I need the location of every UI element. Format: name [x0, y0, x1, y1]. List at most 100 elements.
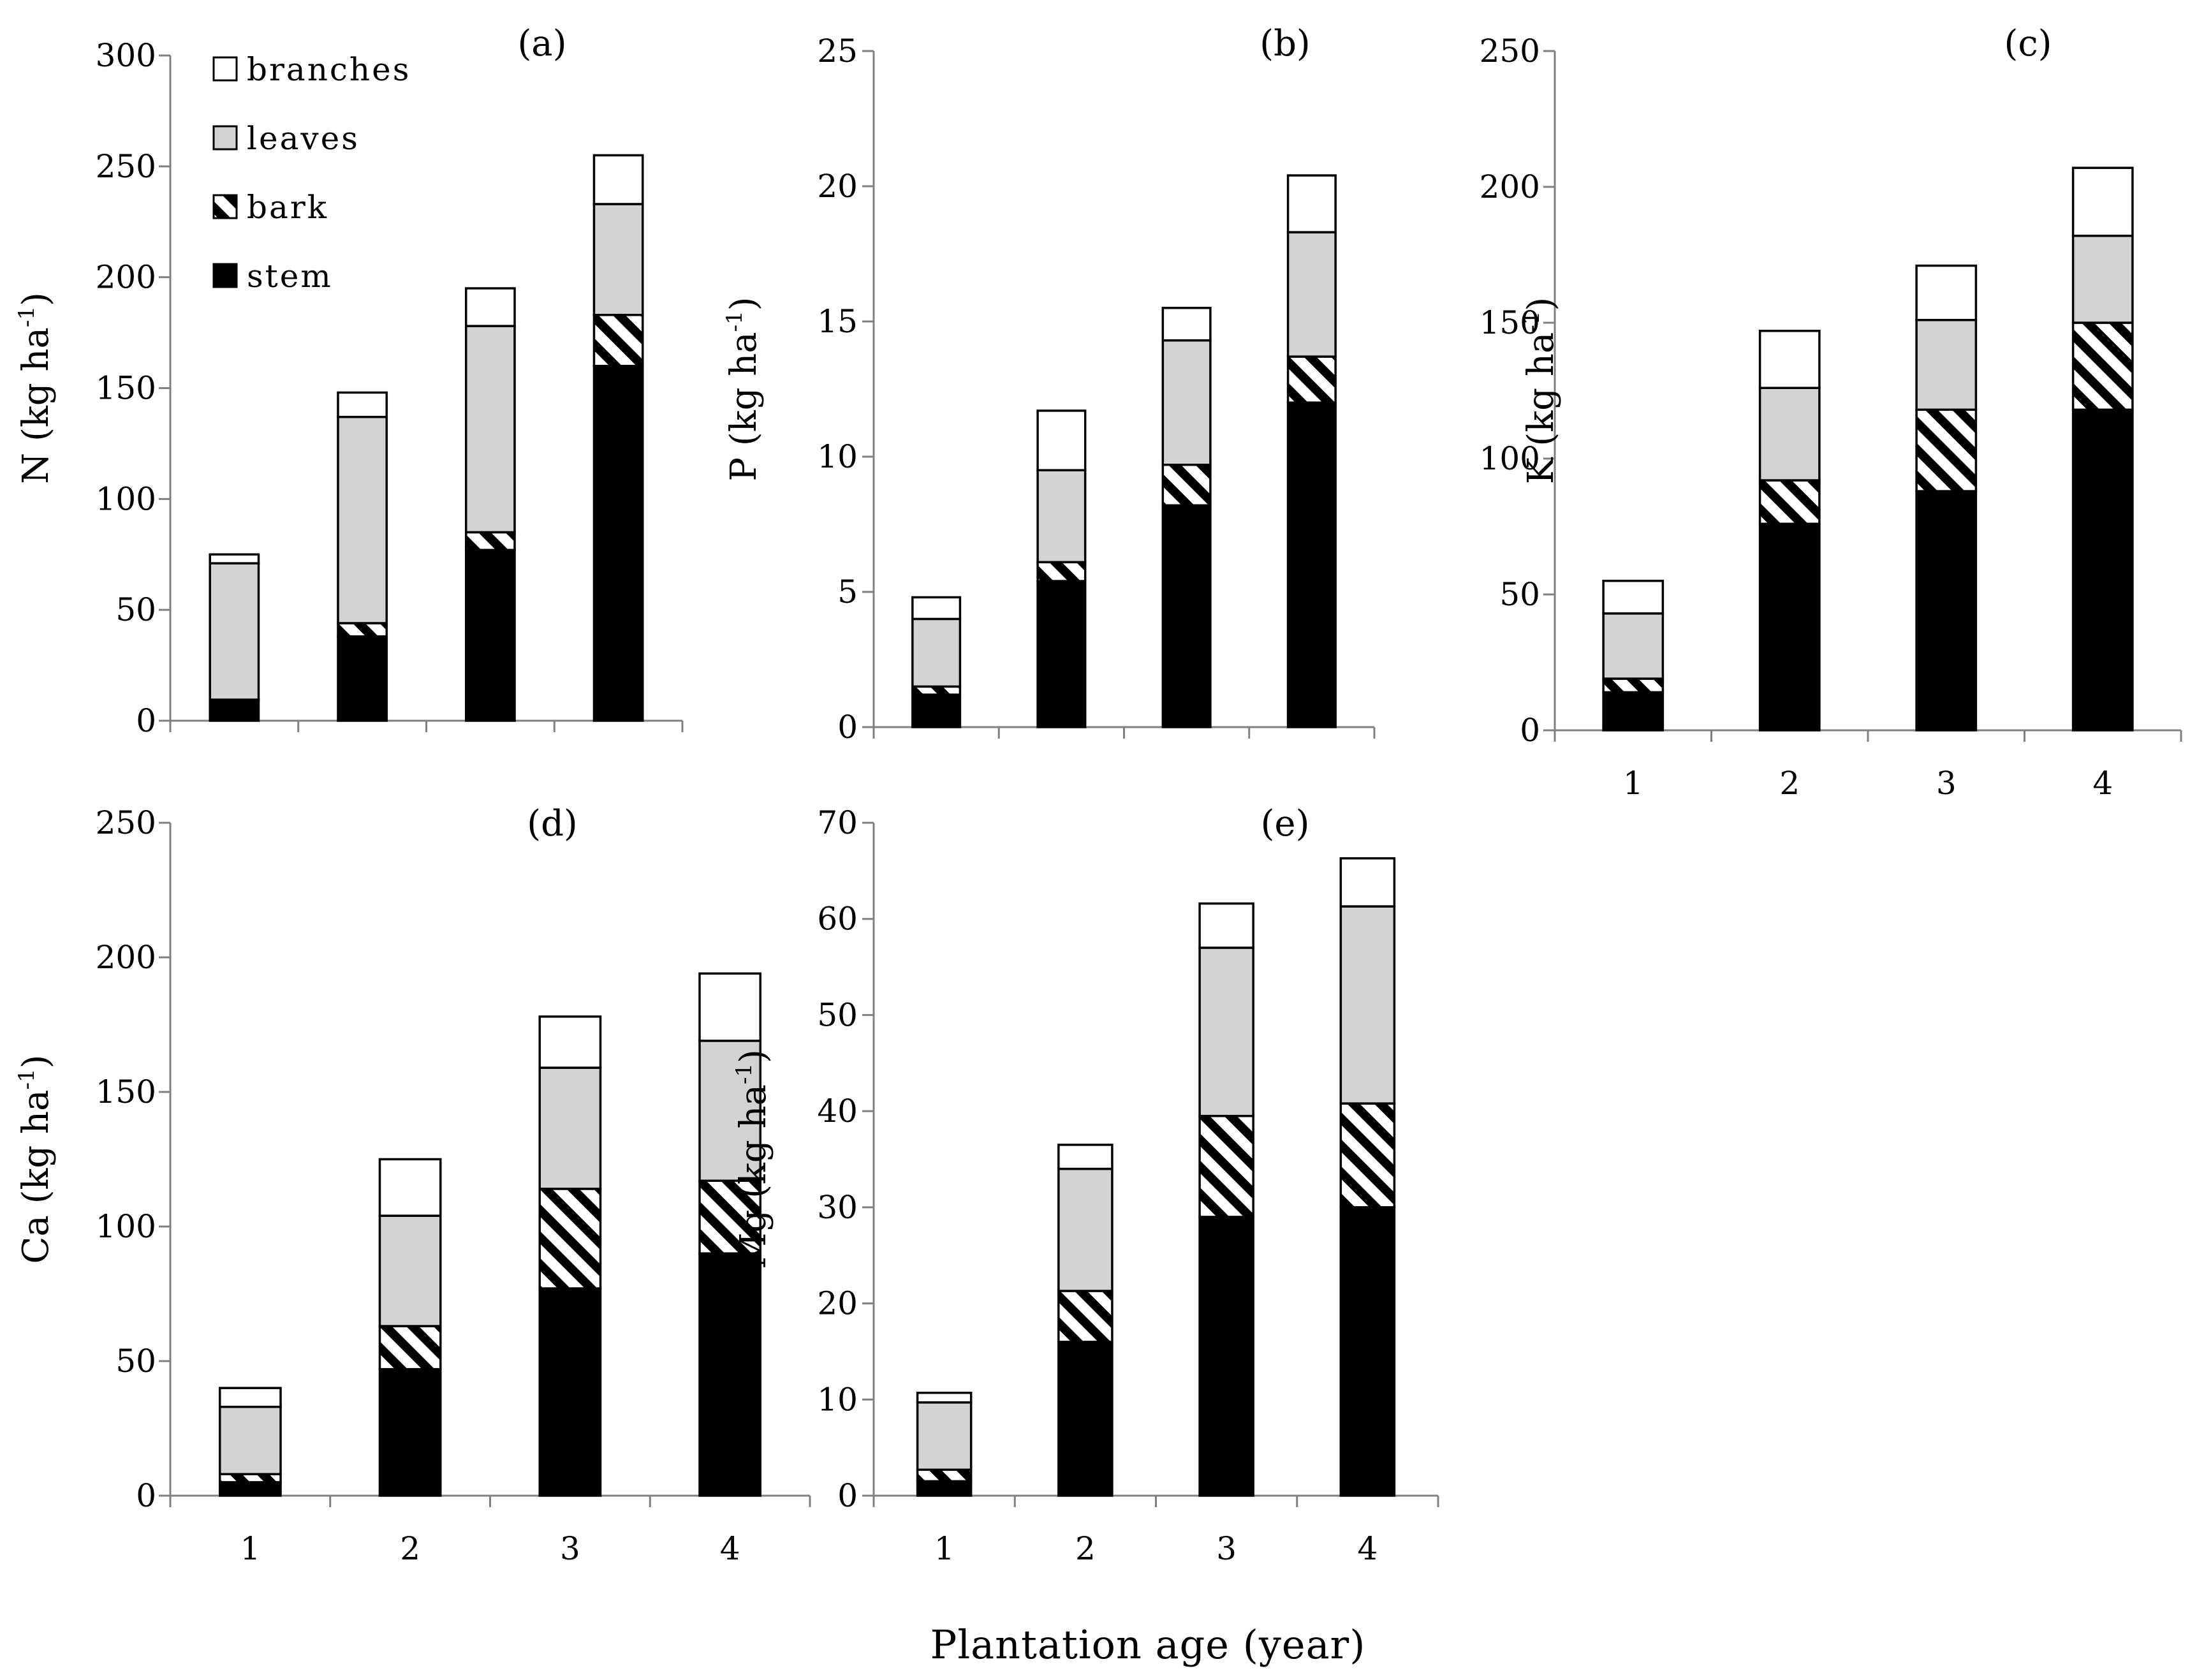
y-tick-label: 200	[96, 259, 156, 296]
bar-segment-bark	[1036, 561, 1087, 582]
bar-segment-bark	[1915, 408, 1978, 492]
bar-segment-stem	[337, 635, 388, 722]
y-tick-label: 20	[817, 1285, 858, 1322]
y-tick-label: 100	[96, 1208, 156, 1245]
x-tick-label: 3	[1936, 765, 1957, 802]
legend: branches leaves bark stem	[212, 51, 411, 295]
legend-item-leaves: leaves	[212, 120, 360, 157]
y-tick-label: 0	[837, 709, 858, 746]
bar-segment-leaves	[1758, 387, 1821, 482]
stacked-bar-3	[538, 1015, 602, 1497]
y-tick-label: 50	[115, 591, 156, 628]
legend-label: bark	[247, 189, 328, 226]
x-tick-label: 4	[2092, 765, 2113, 802]
bar-segment-stem	[1161, 504, 1212, 728]
bar-segment-stem	[1339, 1206, 1396, 1497]
bar-segment-stem	[1915, 490, 1978, 732]
y-tick-label: 0	[837, 1477, 858, 1514]
bar-segment-bark	[911, 685, 962, 696]
bar-segment-stem	[218, 1481, 282, 1497]
stacked-bar-2	[1057, 1144, 1113, 1497]
y-tick-label: 150	[96, 1073, 156, 1110]
stacked-bar-3	[464, 287, 516, 722]
y-tick-label: 250	[1480, 33, 1540, 70]
y-tick-label: 0	[136, 702, 156, 739]
y-tick-label: 15	[817, 303, 858, 340]
legend-item-bark: bark	[212, 189, 328, 226]
bar-segment-leaves	[1161, 339, 1212, 466]
x-tick-label: 1	[1623, 765, 1643, 802]
bar-segment-branches	[209, 553, 260, 564]
stacked-bar-3	[1915, 264, 1978, 732]
bar-segment-stem	[378, 1367, 442, 1497]
y-axis-title: Ca (kg ha-1)	[14, 1055, 57, 1264]
y-tick-label: 30	[817, 1189, 858, 1226]
y-tick-label: 25	[817, 33, 858, 70]
bar-segment-stem	[1758, 522, 1821, 732]
bar-segment-branches	[916, 1391, 973, 1404]
panel-label: (a)	[517, 23, 566, 64]
bar-segment-stem	[538, 1287, 602, 1497]
bar-segment-bark	[1161, 463, 1212, 507]
legend-swatch-branches	[212, 56, 238, 82]
y-tick-label: 150	[96, 370, 156, 407]
bar-segment-branches	[1758, 330, 1821, 389]
bar-segment-branches	[1161, 307, 1212, 342]
bar-segment-leaves	[1198, 947, 1254, 1117]
x-tick-label: 2	[400, 1530, 420, 1567]
bar-segment-leaves	[2071, 234, 2134, 324]
bar-segment-branches	[218, 1387, 282, 1408]
bar-segment-leaves	[911, 617, 962, 688]
panel-b: 0 5 10 15 20 25 (b) P (kg ha-1)	[722, 23, 1376, 746]
bar-segment-bark	[1602, 677, 1665, 694]
stacked-bar-2	[1758, 330, 1821, 732]
panel-e: 0 10 20 30 40 50 60 70 1 2 3 4 (e) Mg (kg ha-1)	[731, 803, 1439, 1567]
bar-segment-branches	[1915, 264, 1978, 321]
stacked-bar-1	[1602, 579, 1665, 732]
bar-segment-leaves	[218, 1405, 282, 1475]
bar-segment-branches	[911, 596, 962, 621]
bar-segment-stem	[592, 364, 644, 722]
panel-a: 0 50 100 150 200 250 300 (a) N (kg ha-1)	[14, 23, 684, 739]
bar-segment-stem	[1602, 691, 1665, 732]
stacked-bar-1	[911, 596, 962, 728]
y-tick-label: 20	[817, 168, 858, 205]
y-axis-title: Mg (kg ha-1)	[731, 1049, 774, 1269]
y-axis-title: K (kg ha-1)	[1519, 297, 1562, 485]
stacked-bar-2	[337, 391, 388, 722]
bar-segment-bark	[378, 1325, 442, 1371]
stacked-bar-3	[1161, 307, 1212, 728]
y-tick-label: 100	[1480, 440, 1540, 477]
bar-segment-bark	[1339, 1102, 1396, 1209]
x-tick-label: 4	[720, 1530, 740, 1567]
y-tick-label: 250	[96, 148, 156, 185]
bar-segment-stem	[911, 693, 962, 728]
y-tick-label: 50	[1499, 576, 1540, 613]
bar-segment-bark	[698, 1179, 762, 1255]
y-tick-label: 10	[817, 438, 858, 475]
bar-segment-stem	[1036, 580, 1087, 728]
stacked-bar-4	[592, 154, 644, 722]
bar-segment-bark	[1286, 355, 1337, 404]
y-tick-label: 300	[96, 37, 156, 74]
bar-segment-leaves	[698, 1040, 762, 1183]
x-axis-title: Plantation age (year)	[930, 1621, 1366, 1668]
x-tick-label: 3	[1216, 1530, 1237, 1567]
bar-segment-bark	[218, 1473, 282, 1484]
bar-segment-leaves	[1057, 1167, 1113, 1292]
legend-label: leaves	[247, 120, 360, 157]
y-tick-label: 200	[1480, 168, 1540, 205]
panel-c: 0 50 100 150 200 250 1 2 3 4 (c) K (kg ha-1)	[1480, 23, 2182, 802]
bar-segment-stem	[209, 699, 260, 722]
bar-segment-leaves	[1339, 905, 1396, 1105]
bar-segment-leaves	[464, 325, 516, 534]
bar-segment-leaves	[1036, 469, 1087, 564]
legend-swatch-stem	[212, 263, 238, 288]
legend-label: branches	[247, 51, 411, 88]
x-tick-label: 2	[1779, 765, 1800, 802]
bar-segment-leaves	[916, 1401, 973, 1471]
bar-segment-stem	[698, 1252, 762, 1497]
stacked-bar-2	[378, 1158, 442, 1497]
